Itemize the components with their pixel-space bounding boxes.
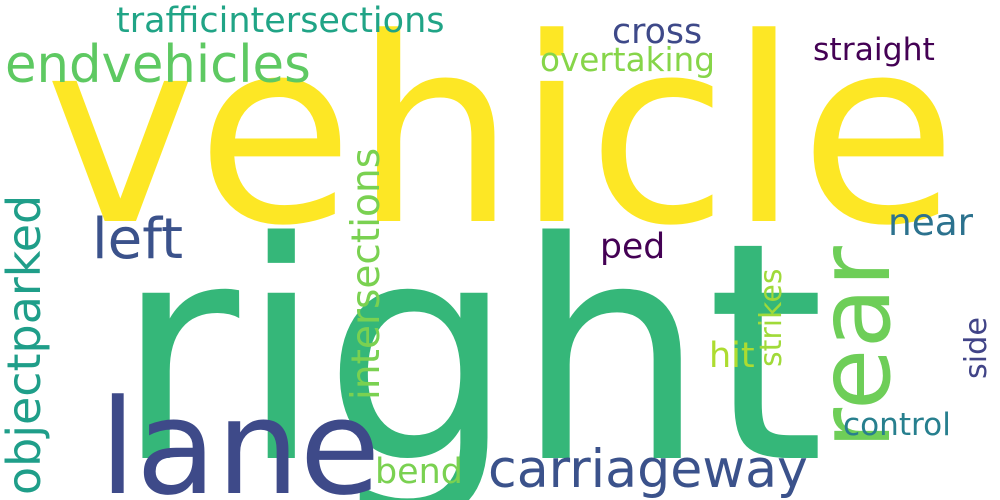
- word-cross: cross: [612, 11, 703, 52]
- word-vehicle: vehicle: [44, 0, 958, 282]
- word-trafficintersections: trafficintersections: [116, 0, 445, 41]
- word-hit: hit: [709, 335, 755, 376]
- word-objectparked: objectparked: [0, 194, 51, 495]
- word-endvehicles: endvehicles: [5, 34, 311, 95]
- word-near: near: [888, 199, 974, 244]
- word-lane: lane: [99, 371, 381, 500]
- word-control: control: [843, 407, 951, 443]
- word-left: left: [92, 206, 184, 272]
- word-side: side: [959, 317, 994, 379]
- word-carriageway: carriageway: [488, 440, 808, 500]
- word-ped: ped: [600, 227, 666, 267]
- word-intersections: intersections: [343, 147, 389, 400]
- word-right: right: [115, 179, 825, 500]
- word-overtaking: overtaking: [540, 40, 715, 79]
- word-bend: bend: [375, 451, 463, 492]
- word-strikes: strikes: [754, 268, 789, 367]
- word-straight: straight: [813, 31, 935, 68]
